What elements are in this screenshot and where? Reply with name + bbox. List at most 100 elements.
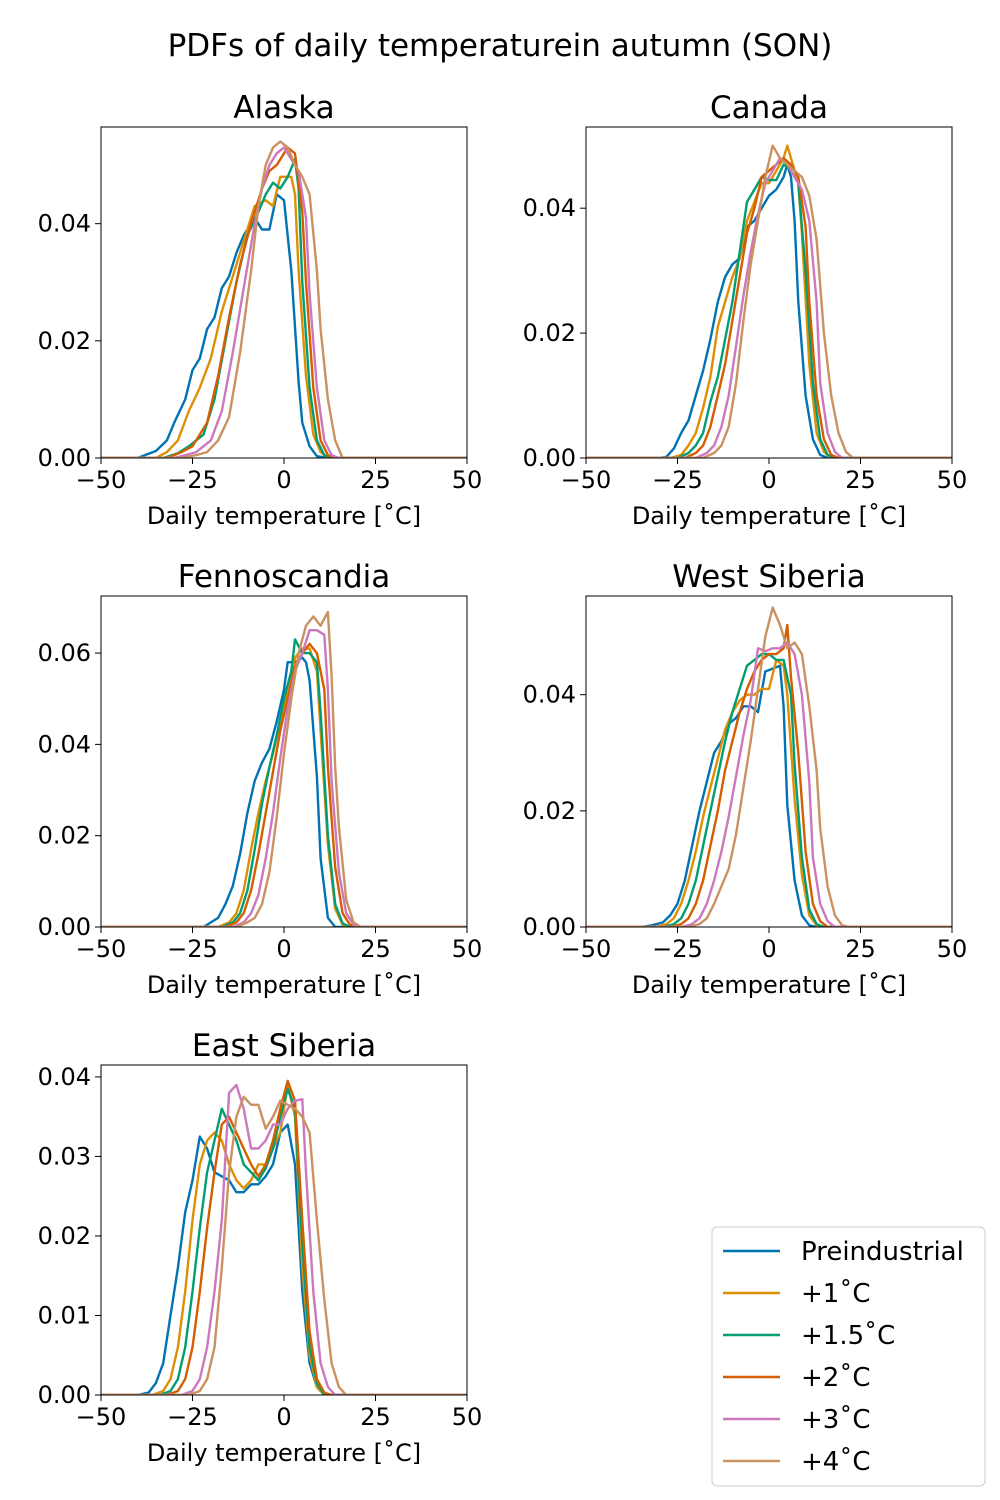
figure-title: PDFs of daily temperaturein autumn (SON): [168, 28, 833, 64]
y-tick-label: 0.01: [38, 1301, 91, 1329]
series-line-0: [101, 193, 467, 458]
x-tick-label: 25: [360, 1403, 391, 1431]
legend-entry: +1˚C: [723, 1279, 870, 1309]
series-line-1: [101, 175, 467, 458]
x-tick-label: 50: [937, 466, 968, 494]
x-tick-label: −25: [652, 466, 703, 494]
y-tick-label: 0.00: [523, 444, 576, 472]
legend-label: +1.5˚C: [801, 1321, 895, 1351]
legend-entry: +2˚C: [723, 1363, 870, 1393]
series-line-4: [586, 641, 952, 927]
y-tick-label: 0.02: [523, 319, 576, 347]
axes-frame: [585, 595, 953, 928]
legend-label: Preindustrial: [801, 1237, 964, 1267]
panel-title: East Siberia: [192, 1028, 376, 1064]
x-tick-label: 50: [937, 935, 968, 963]
x-tick-label: −50: [561, 935, 612, 963]
x-tick-label: 25: [845, 466, 876, 494]
panel-title: Fennoscandia: [178, 559, 391, 595]
x-axis-label: Daily temperature [˚C]: [632, 502, 906, 530]
legend-entry: +3˚C: [723, 1405, 870, 1435]
y-tick-label: 0.02: [38, 327, 91, 355]
y-tick-label: 0.00: [38, 1381, 91, 1409]
series-line-0: [586, 664, 952, 927]
series-line-3: [586, 157, 952, 458]
series-line-4: [101, 1083, 467, 1395]
x-axis-label: Daily temperature [˚C]: [632, 971, 906, 999]
legend-entry: +1.5˚C: [723, 1321, 895, 1351]
panel-1: Canada −50 −25 0 25 50 0.00 0.02 0.04 Daily tempe…: [523, 90, 968, 530]
series-line-2: [101, 1087, 467, 1395]
y-tick-label: 0.04: [38, 1063, 91, 1091]
x-tick-label: 25: [360, 935, 391, 963]
series-group: [586, 606, 952, 927]
x-tick-label: −50: [561, 466, 612, 494]
x-tick-label: 0: [761, 935, 776, 963]
panels: Alaska −50 −25 0 25 50 0.00 0.02 0.04 Daily tempe…: [38, 90, 968, 1467]
series-line-5: [586, 606, 952, 927]
series-line-1: [101, 1083, 467, 1395]
series-group: [586, 144, 952, 458]
x-tick-label: 50: [452, 1403, 483, 1431]
panel-title: Canada: [710, 90, 828, 126]
series-line-5: [101, 1095, 467, 1395]
panel-title: West Siberia: [672, 559, 865, 595]
y-tick-label: 0.06: [38, 639, 91, 667]
y-tick-label: 0.04: [523, 194, 576, 222]
legend-entry: +4˚C: [723, 1447, 870, 1477]
x-axis-label: Daily temperature [˚C]: [147, 971, 421, 999]
series-line-4: [101, 629, 467, 927]
x-tick-label: −50: [76, 466, 127, 494]
series-line-3: [101, 642, 467, 927]
panel-2: Fennoscandia −50 −25 0 25 50 0.00 0.02 0.04 0.06 D…: [38, 559, 483, 999]
series-line-4: [586, 157, 952, 458]
x-axis-label: Daily temperature [˚C]: [147, 1439, 421, 1467]
series-line-1: [586, 144, 952, 458]
x-tick-label: 0: [276, 1403, 291, 1431]
legend: Preindustrial +1˚C +1.5˚C +2˚C +3˚C +4˚C: [711, 1226, 986, 1487]
x-tick-label: −50: [76, 935, 127, 963]
y-tick-label: 0.03: [38, 1142, 91, 1170]
x-tick-label: 0: [276, 935, 291, 963]
x-tick-label: 50: [452, 466, 483, 494]
x-tick-label: −25: [167, 1403, 218, 1431]
y-tick-label: 0.02: [523, 797, 576, 825]
y-tick-label: 0.02: [38, 822, 91, 850]
panel-3: West Siberia −50 −25 0 25 50 0.00 0.02 0.04 Daily…: [523, 559, 968, 999]
series-line-2: [586, 163, 952, 458]
x-axis-label: Daily temperature [˚C]: [147, 502, 421, 530]
x-tick-label: 0: [761, 466, 776, 494]
series-group: [101, 1079, 467, 1395]
x-tick-label: −25: [652, 935, 703, 963]
y-tick-label: 0.02: [38, 1222, 91, 1250]
panel-4: East Siberia −50 −25 0 25 50 0.00 0.01 0.02 0.03 0…: [38, 1028, 483, 1467]
legend-label: +1˚C: [801, 1279, 870, 1309]
x-tick-label: −25: [167, 466, 218, 494]
y-tick-label: 0.04: [38, 730, 91, 758]
series-line-0: [586, 163, 952, 458]
y-tick-label: 0.04: [38, 210, 91, 238]
x-tick-label: −50: [76, 1403, 127, 1431]
x-tick-label: −25: [167, 935, 218, 963]
series-line-4: [101, 146, 467, 458]
series-line-0: [101, 1123, 467, 1395]
series-line-0: [101, 656, 467, 927]
series-line-2: [586, 652, 952, 927]
series-line-5: [586, 144, 952, 458]
series-line-3: [101, 146, 467, 458]
legend-label: +4˚C: [801, 1447, 870, 1477]
series-line-3: [101, 1079, 467, 1395]
series-group: [101, 610, 467, 927]
series-group: [101, 140, 467, 458]
panel-title: Alaska: [233, 90, 334, 126]
x-tick-label: 50: [452, 935, 483, 963]
y-tick-label: 0.00: [38, 444, 91, 472]
x-tick-label: 0: [276, 466, 291, 494]
y-tick-label: 0.04: [523, 681, 576, 709]
legend-label: +3˚C: [801, 1405, 870, 1435]
x-tick-label: 25: [845, 935, 876, 963]
series-line-5: [101, 610, 467, 927]
y-tick-label: 0.00: [523, 913, 576, 941]
legend-frame: [711, 1226, 986, 1487]
